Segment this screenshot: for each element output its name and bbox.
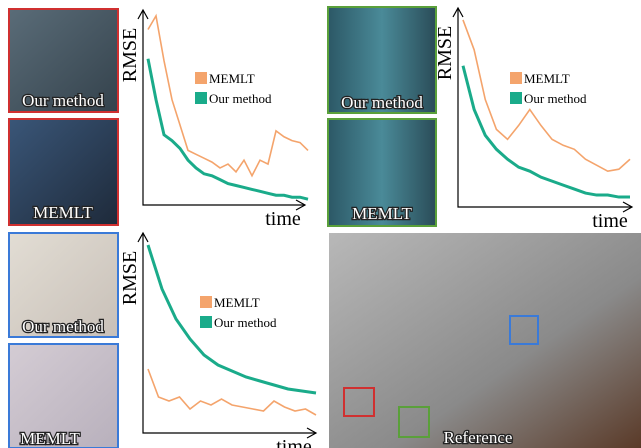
axis-arrow xyxy=(137,231,149,243)
axis xyxy=(457,8,632,208)
line xyxy=(461,65,630,199)
image xyxy=(327,118,437,227)
image-label: Our method xyxy=(22,91,104,110)
line xyxy=(462,19,631,173)
reference-image xyxy=(329,233,641,448)
legend-label: MEMLT xyxy=(524,71,570,86)
image-label: MEMLT xyxy=(352,204,412,223)
x-axis-label: time xyxy=(276,436,312,448)
image xyxy=(8,232,119,338)
image-label: Our method xyxy=(341,93,423,112)
axis-arrow xyxy=(622,201,634,213)
legend-swatch xyxy=(510,72,522,84)
legend-swatch xyxy=(200,296,212,308)
legend-swatch xyxy=(195,72,207,84)
legend-label: MEMLT xyxy=(209,71,255,86)
legend-swatch xyxy=(195,92,207,104)
y-axis-label: RMSE xyxy=(434,26,456,80)
axis-arrow xyxy=(306,427,318,439)
axis-arrow xyxy=(137,8,149,20)
legend-label: MEMLT xyxy=(214,295,260,310)
axis xyxy=(142,10,305,206)
inset-box xyxy=(343,387,375,417)
image xyxy=(8,8,119,113)
legend-swatch xyxy=(510,92,522,104)
image xyxy=(8,343,119,448)
thumbnails: Our method MEMLT Our method MEMLT Our me… xyxy=(8,6,641,448)
axis xyxy=(142,233,316,434)
image-label: Our method xyxy=(22,317,104,336)
line xyxy=(147,13,309,178)
image-label: Reference xyxy=(444,428,513,447)
x-axis-label: time xyxy=(265,208,301,230)
image xyxy=(327,6,437,114)
y-axis-label: RMSE xyxy=(119,28,141,82)
legend-label: Our method xyxy=(214,315,277,330)
y-axis-label: RMSE xyxy=(119,251,141,305)
axis-arrow xyxy=(452,6,464,18)
axis-arrow xyxy=(295,199,307,211)
inset-box xyxy=(398,406,430,438)
inset-box xyxy=(509,315,539,345)
image-label: MEMLT xyxy=(20,429,80,448)
legend-label: Our method xyxy=(524,91,587,106)
legend-label: Our method xyxy=(209,91,272,106)
line xyxy=(146,58,309,201)
line xyxy=(147,368,317,416)
image-label: MEMLT xyxy=(33,203,93,222)
line xyxy=(146,244,317,395)
x-axis-label: time xyxy=(592,210,628,232)
legend-swatch xyxy=(200,316,212,328)
image xyxy=(8,118,119,226)
